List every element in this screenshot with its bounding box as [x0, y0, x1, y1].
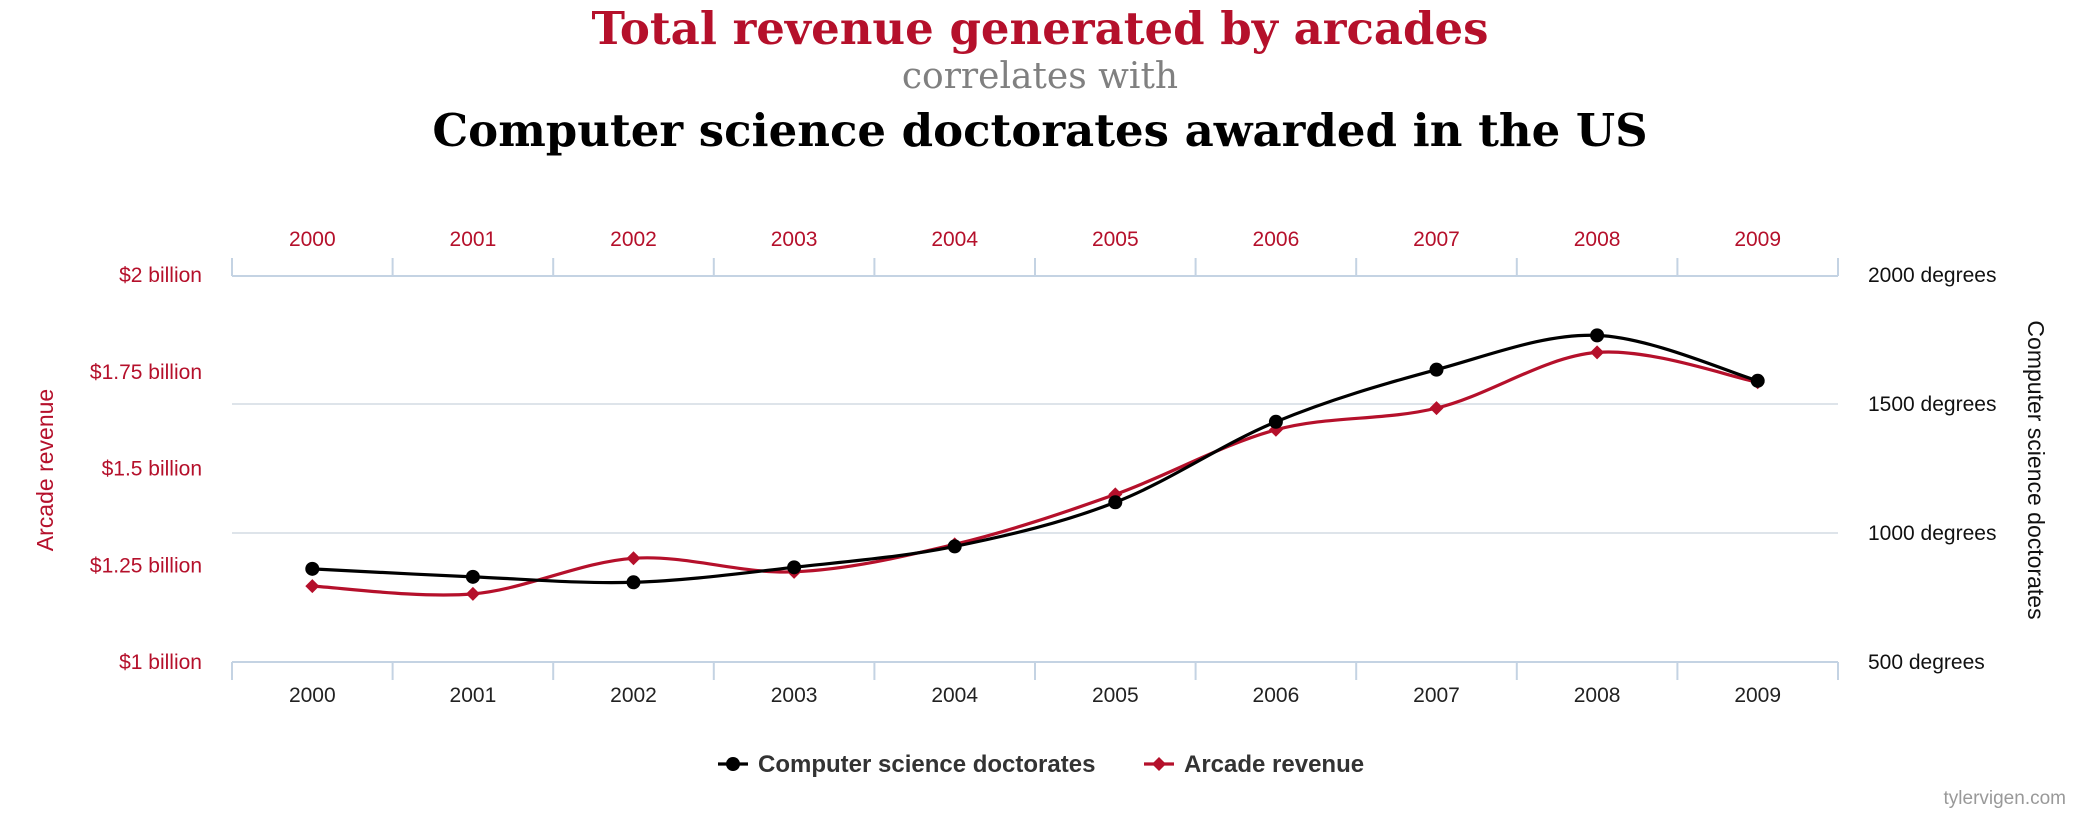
series-cs-doctorates	[305, 328, 1765, 590]
data-point[interactable]	[1108, 495, 1123, 510]
chart-subtitle: Computer science doctorates awarded in t…	[432, 104, 1648, 157]
watermark: tylervigen.com	[1943, 788, 2067, 809]
legend[interactable]: Computer science doctorates Arcade revenu…	[718, 751, 1364, 778]
data-point[interactable]	[465, 569, 480, 584]
chart-title: Total revenue generated by arcades	[591, 2, 1489, 55]
y-left-tick-label: $1.25 billion	[90, 554, 202, 577]
y-left-axis-title: Arcade revenue	[32, 389, 58, 551]
x-tick-label-top: 2007	[1413, 228, 1460, 251]
data-point[interactable]	[626, 575, 641, 590]
x-tick-label-top: 2005	[1092, 228, 1139, 251]
x-tick-label-top: 2004	[931, 228, 978, 251]
x-tick-label-top: 2003	[771, 228, 818, 251]
legend-marker[interactable]	[1152, 757, 1166, 771]
y-left-tick-label: $1.75 billion	[90, 361, 202, 384]
y-left-tick-label: $1.5 billion	[102, 458, 202, 481]
series-arcade-revenue	[305, 345, 1765, 601]
x-tick-label-top: 2006	[1253, 228, 1300, 251]
y-right-tick-label: 2000 degrees	[1868, 264, 1996, 287]
x-tick-label-bottom: 2002	[610, 684, 657, 707]
x-tick-label-bottom: 2000	[289, 684, 336, 707]
data-point[interactable]	[1750, 373, 1765, 388]
data-point[interactable]	[1429, 362, 1444, 377]
x-tick-label-bottom: 2009	[1734, 684, 1781, 707]
x-tick-label-bottom: 2006	[1253, 684, 1300, 707]
data-point[interactable]	[787, 560, 802, 575]
data-point[interactable]	[305, 561, 320, 576]
data-point[interactable]	[1429, 401, 1444, 416]
x-tick-label-top: 2002	[610, 228, 657, 251]
legend-marker[interactable]	[726, 757, 740, 771]
x-tick-label-top: 2001	[450, 228, 497, 251]
y-right-tick-label: 1000 degrees	[1868, 522, 1996, 545]
x-tick-label-bottom: 2001	[450, 684, 497, 707]
y-right-tick-label: 500 degrees	[1868, 651, 1985, 674]
data-point[interactable]	[947, 539, 962, 554]
legend-label: Computer science doctorates	[758, 751, 1095, 778]
y-right-axis-title: Computer science doctorates	[2023, 320, 2049, 619]
series-line	[312, 350, 1758, 597]
series-line	[312, 333, 1759, 585]
data-point[interactable]	[1590, 328, 1605, 343]
data-point[interactable]	[1590, 345, 1605, 360]
data-point[interactable]	[305, 579, 320, 594]
x-tick-label-bottom: 2003	[771, 684, 818, 707]
axis-layer: 2000 2000 2001 2001 2002 2002 2003 2003 2004 2004…	[32, 228, 2049, 707]
data-point[interactable]	[1268, 414, 1283, 429]
y-right-tick-label: 1500 degrees	[1868, 393, 1996, 416]
legend-label: Arcade revenue	[1184, 751, 1364, 778]
x-tick-label-top: 2008	[1574, 228, 1621, 251]
y-left-tick-label: $1 billion	[119, 651, 202, 674]
x-tick-label-bottom: 2004	[931, 684, 978, 707]
grid-layer	[232, 403, 1838, 534]
chart-connector: correlates with	[901, 56, 1179, 97]
legend-item-arcade-revenue[interactable]: Arcade revenue	[1144, 751, 1364, 778]
x-tick-label-bottom: 2005	[1092, 684, 1139, 707]
y-left-tick-label: $2 billion	[119, 264, 202, 287]
x-tick-label-top: 2009	[1734, 228, 1781, 251]
legend-item-cs-doctorates[interactable]: Computer science doctorates	[718, 751, 1095, 778]
x-tick-label-top: 2000	[289, 228, 336, 251]
x-tick-label-bottom: 2008	[1574, 684, 1621, 707]
data-point[interactable]	[626, 551, 641, 566]
data-point[interactable]	[465, 586, 480, 601]
x-tick-label-bottom: 2007	[1413, 684, 1460, 707]
series-layer	[305, 328, 1765, 601]
